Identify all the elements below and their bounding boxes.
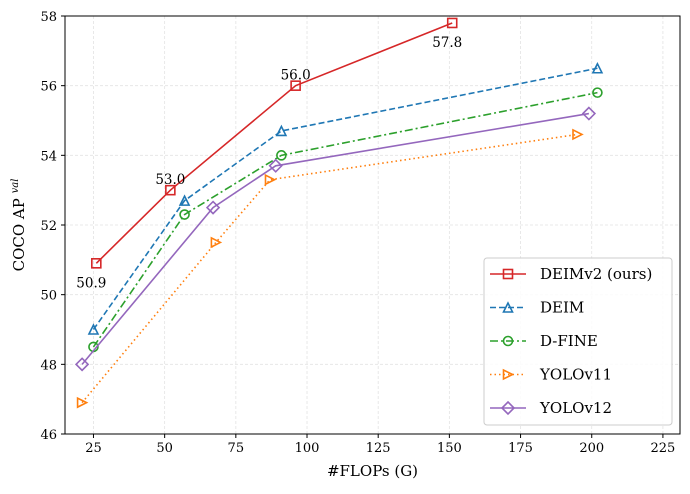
triangle-up-marker bbox=[591, 61, 604, 74]
x-tick-label: 100 bbox=[295, 441, 320, 456]
x-tick-label: 150 bbox=[437, 441, 462, 456]
legend-item: YOLOv12 bbox=[490, 399, 612, 417]
triangle-right-marker bbox=[210, 236, 223, 249]
x-tick-label: 225 bbox=[651, 441, 676, 456]
square-marker bbox=[91, 258, 102, 269]
x-tick-label: 50 bbox=[156, 441, 173, 456]
square-marker bbox=[502, 268, 514, 280]
legend: DEIMv2 (ours) DEIM D-FINE YOLOv11 YOLOv12 bbox=[483, 257, 673, 426]
triangle-right-marker bbox=[572, 128, 584, 141]
series-line bbox=[95, 22, 453, 264]
legend-label: YOLOv11 bbox=[539, 366, 612, 384]
triangle-up-marker bbox=[178, 194, 191, 206]
legend-item: DEIMv2 (ours) bbox=[490, 265, 652, 283]
series-line bbox=[92, 67, 598, 330]
legend-label: DEIM bbox=[540, 299, 584, 317]
y-tick-label: 52 bbox=[40, 219, 57, 234]
series-line bbox=[81, 112, 590, 365]
diamond-marker bbox=[74, 357, 90, 372]
series-yolov11 bbox=[76, 128, 584, 409]
series-line bbox=[81, 133, 578, 404]
square-marker bbox=[165, 184, 176, 196]
legend-box bbox=[483, 257, 673, 426]
y-axis-label: COCO AP val bbox=[10, 179, 28, 272]
diamond-marker bbox=[581, 106, 597, 121]
triangle-right-marker bbox=[264, 173, 277, 186]
data-label: 56.0 bbox=[281, 68, 311, 84]
x-axis-label: #FLOPs (G) bbox=[327, 462, 418, 480]
legend-item: YOLOv11 bbox=[490, 366, 612, 384]
x-tick-label: 125 bbox=[366, 441, 391, 456]
y-tick-label: 56 bbox=[40, 80, 57, 95]
legend-label: DEIMv2 (ours) bbox=[540, 265, 652, 283]
data-label: 50.9 bbox=[76, 275, 106, 291]
triangle-right-marker bbox=[502, 368, 515, 381]
data-label: 53.0 bbox=[155, 172, 185, 188]
triangle-right-marker bbox=[76, 396, 89, 409]
triangle-up-marker bbox=[87, 323, 100, 335]
x-tick-label: 25 bbox=[85, 441, 102, 456]
series-deimv2-ours- bbox=[91, 17, 458, 269]
x-tick-label: 75 bbox=[228, 441, 245, 456]
legend-label: YOLOv12 bbox=[539, 399, 612, 417]
data-label: 57.8 bbox=[432, 35, 462, 51]
diamond-marker bbox=[205, 200, 221, 215]
series-line bbox=[92, 91, 598, 348]
x-tick-label: 175 bbox=[508, 441, 533, 456]
x-tick-label: 200 bbox=[579, 441, 604, 456]
circle-marker bbox=[276, 150, 287, 161]
series-d-fine bbox=[88, 87, 603, 353]
triangle-up-marker bbox=[275, 124, 288, 137]
y-axis-label-superscript: val bbox=[10, 179, 21, 194]
legend-item: DEIM bbox=[490, 299, 584, 317]
legend-label: D-FINE bbox=[540, 332, 598, 350]
legend-item: D-FINE bbox=[490, 332, 598, 350]
y-tick-label: 54 bbox=[40, 149, 57, 164]
circle-marker bbox=[502, 335, 514, 347]
y-tick-label: 58 bbox=[40, 10, 57, 25]
diamond-marker bbox=[500, 400, 516, 416]
series-deim bbox=[87, 61, 604, 335]
y-tick-label: 50 bbox=[40, 289, 57, 304]
square-marker bbox=[446, 17, 458, 29]
y-tick-label: 48 bbox=[40, 358, 57, 373]
circle-marker bbox=[179, 209, 190, 220]
square-marker bbox=[290, 80, 301, 91]
y-tick-label: 46 bbox=[40, 428, 57, 443]
diamond-marker bbox=[268, 158, 283, 173]
series-yolov12 bbox=[74, 106, 597, 372]
circle-marker bbox=[592, 87, 603, 98]
triangle-up-marker bbox=[502, 301, 514, 313]
